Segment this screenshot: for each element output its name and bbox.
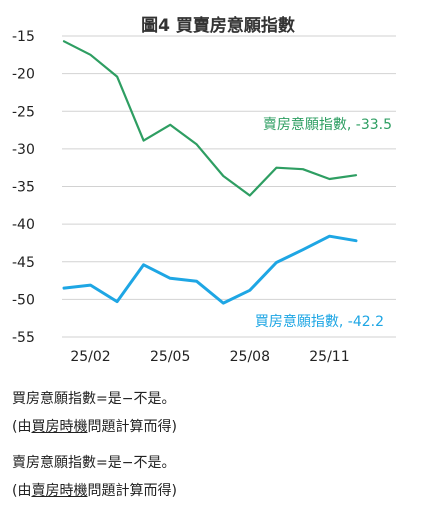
y-tick-label: -15 <box>12 29 35 45</box>
series-lines <box>62 40 358 305</box>
chart-title: 圖4 買賣房意願指數 <box>141 15 295 36</box>
x-tick-label: 25/02 <box>70 349 110 365</box>
grid-lines <box>62 35 396 338</box>
x-tick-label: 25/08 <box>230 349 270 365</box>
y-tick-label: -50 <box>12 292 35 308</box>
y-tick-label: -20 <box>12 67 35 83</box>
line-chart: 圖4 買賣房意願指數 -15 -20 -25 -30 -35 -40 -45 -50 -55 2… <box>12 15 396 365</box>
buy-index-source: (由買房時機問題計算而得) <box>12 413 427 441</box>
x-tick-label: 25/05 <box>150 349 190 365</box>
y-tick-label: -55 <box>12 330 35 346</box>
sell-source-open: (由 <box>12 483 32 499</box>
chart-notes: 買房意願指數=是−不是。 (由買房時機問題計算而得) 賣房意願指數=是−不是。 … <box>12 385 427 505</box>
y-tick-label: -35 <box>12 180 35 196</box>
buy-source-keyword: 買房時機 <box>31 419 88 435</box>
buy-source-open: (由 <box>12 419 32 435</box>
sell-index-source: (由賣房時機問題計算而得) <box>12 477 427 505</box>
series-label-sell: 賣房意願指數, -33.5 <box>263 116 392 133</box>
y-tick-label: -45 <box>12 255 35 271</box>
buy-source-close: 問題計算而得) <box>87 419 177 435</box>
y-tick-label: -40 <box>12 217 35 233</box>
sell-source-close: 問題計算而得) <box>87 483 177 499</box>
x-tick-label: 25/11 <box>309 349 349 365</box>
series-line-buy <box>62 234 358 305</box>
sell-source-keyword: 賣房時機 <box>31 483 88 499</box>
sell-index-formula: 賣房意願指數=是−不是。 <box>12 455 176 471</box>
buy-index-formula: 買房意願指數=是−不是。 <box>12 391 176 407</box>
y-axis-ticks: -15 -20 -25 -30 -35 -40 -45 -50 -55 <box>12 29 35 346</box>
x-axis-ticks: 25/02 25/05 25/08 25/11 <box>70 349 349 365</box>
series-line-sell <box>62 40 358 197</box>
series-label-buy: 買房意願指數, -42.2 <box>255 313 384 330</box>
y-tick-label: -25 <box>12 104 35 120</box>
y-tick-label: -30 <box>12 142 35 158</box>
